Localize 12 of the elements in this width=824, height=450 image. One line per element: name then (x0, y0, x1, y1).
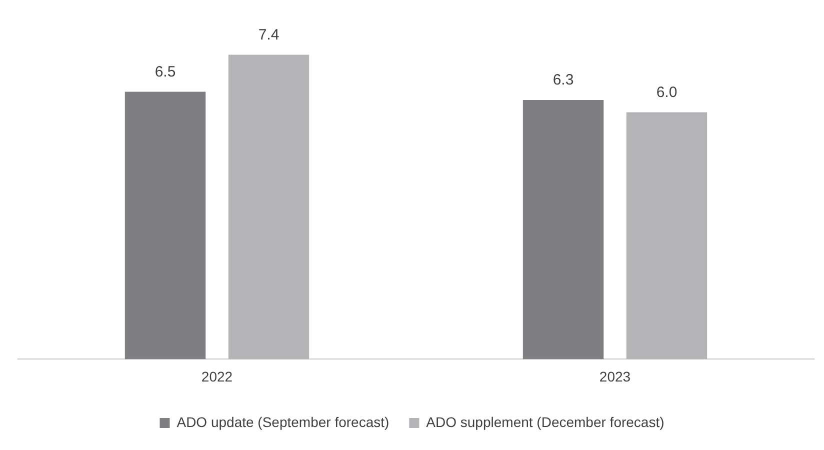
bar (124, 92, 206, 360)
data-label: 6.3 (552, 72, 574, 89)
legend-label: ADO supplement (December forecast) (426, 414, 664, 430)
bar (522, 100, 604, 360)
x-tick-label: 2023 (599, 368, 631, 384)
bar (228, 54, 310, 360)
data-label: 7.4 (258, 26, 280, 44)
x-tick-label: 2022 (201, 368, 233, 384)
data-label: 6.0 (656, 84, 678, 101)
data-label: 6.5 (154, 63, 176, 80)
legend-label: ADO update (September forecast) (176, 414, 390, 430)
bar (626, 112, 708, 360)
